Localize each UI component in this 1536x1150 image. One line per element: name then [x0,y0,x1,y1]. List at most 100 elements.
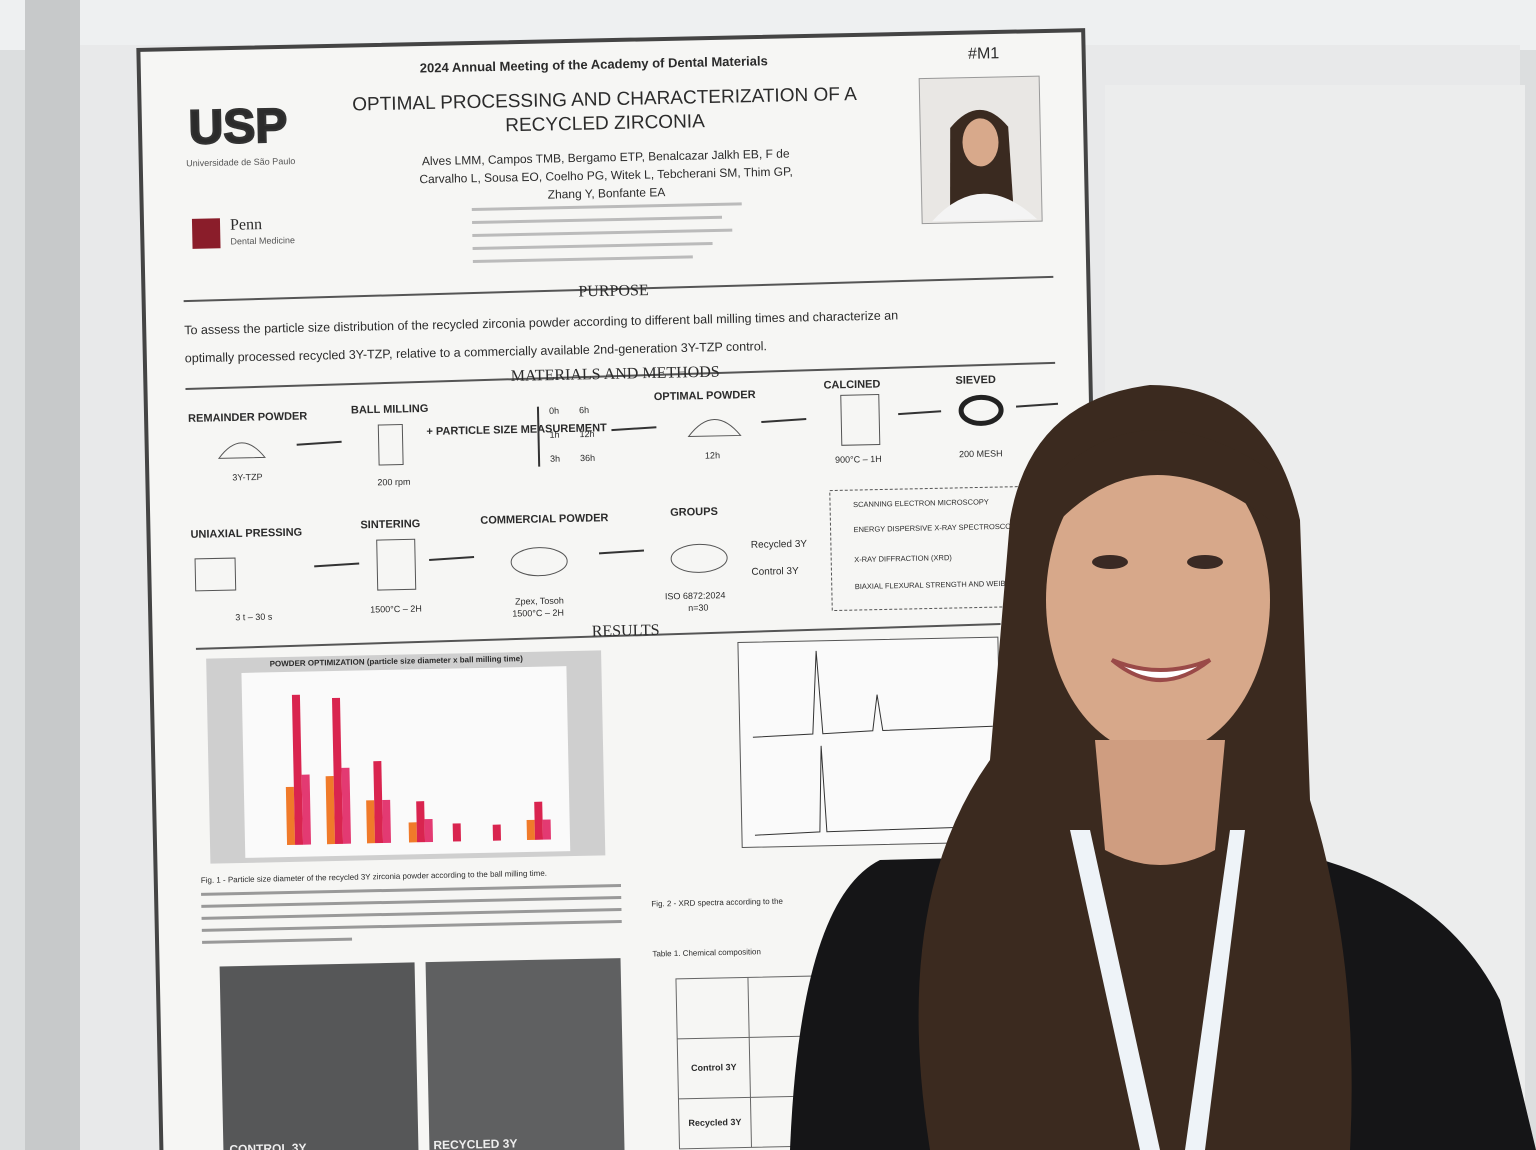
usp-logo: USP [188,100,288,155]
powder-icon [687,419,742,438]
authors-3: Zhang Y, Bonfante EA [548,185,666,201]
label: SCANNING ELECTRON MICROSCOPY [853,497,989,509]
furnace-icon [376,538,417,591]
rule [185,361,1056,391]
press-icon [194,557,237,592]
label: ENERGY DISPERSIVE X-RAY SPECTROSCOPY (ED… [853,521,1044,534]
smile [1110,658,1212,682]
shape [472,241,713,251]
shape [296,440,342,446]
code: #M1 [968,45,1000,63]
neck [1095,740,1225,865]
shape [325,776,336,845]
shape [472,228,733,238]
sem-image [219,962,419,1150]
xrd-trace [754,745,995,836]
fig2-caption: Fig. 2 - XRD spectra according to the [651,897,783,909]
caption-lines [201,884,622,944]
purpose-heading: PURPOSE [578,282,649,300]
shape [285,786,296,846]
shape [598,549,645,555]
step: SINTERING [360,518,420,531]
shape [611,426,657,432]
affiliations [471,202,742,264]
label: 3Y-TZP [232,472,262,483]
penn-shield [191,218,221,249]
disc-icon [670,543,728,573]
label: 12h [705,450,720,460]
sem-label: RECYCLED 3Y [433,1136,517,1150]
label: 1h [549,430,559,440]
lanyard [1185,830,1245,1150]
sem-image [425,958,625,1150]
label: 3 t – 30 s [235,612,273,623]
disc-icon [510,547,568,577]
table-line [747,977,752,1148]
face [1046,445,1270,755]
lanyard [1070,830,1160,1150]
penn: Penn [230,216,262,234]
group: Recycled 3Y [751,539,808,551]
table-caption: Table 1. Chemical composition [652,947,761,958]
fringe [1060,430,1270,520]
powder-icon [217,442,266,459]
shape [416,801,426,843]
label: ISO 6872:2024 [665,590,726,601]
shape [201,896,622,908]
shape [761,418,807,423]
shape [314,562,360,568]
eye [1092,555,1128,569]
sieve-icon [958,394,1004,426]
meeting: 2024 Annual Meeting of the Academy of De… [420,53,768,75]
xrd-trace [752,650,993,738]
step: + PARTICLE SIZE MEASUREMENT [426,422,607,438]
shape [291,694,304,845]
label: 6h [579,405,589,415]
eye [1187,555,1223,569]
table-row: Control 3Y [691,1062,737,1073]
usp-sub: Universidade de São Paulo [186,156,295,168]
step: REMAINDER POWDER [188,410,307,424]
label: 3h [550,454,560,464]
step: SIEVED [955,374,996,387]
label: 12h [579,429,594,439]
label: 36h [580,453,595,463]
sem-label: CONTROL 3Y [229,1141,306,1150]
person [790,385,1536,1150]
shape [201,884,622,896]
shape [452,823,462,842]
shape [471,202,742,212]
shape [1015,402,1059,408]
label: 1500°C – 2H [370,604,422,615]
shape [429,556,475,561]
shape [408,822,418,843]
label: 900°C – 1H [835,454,882,465]
step: BALL MILLING [351,403,429,417]
furnace-icon [840,394,881,446]
step-notes: 3Y-TZP 200 rpm 0h 6h 1h 12h 3h 36h 12h 900°… [232,405,1003,623]
shape [201,908,622,920]
shape [202,937,353,944]
step: COMMERCIAL POWDER [480,512,608,527]
label: n=30 [688,603,708,613]
chart-bars [285,694,552,846]
label: Zpex, Tosoh [515,596,564,607]
pole [25,0,80,1150]
shape [534,801,544,840]
shape [424,818,434,843]
label: 1500°C – 2H [512,608,564,619]
shape [492,824,502,841]
label: 200 rpm [377,477,410,488]
shape [373,761,384,844]
photo-face [962,118,999,167]
label: 0h [549,406,559,416]
label: 200 MESH [959,448,1003,459]
title-2: RECYCLED ZIRCONIA [505,111,705,136]
shape [341,767,352,844]
group: Control 3Y [751,566,799,578]
step: OPTIMAL POWDER [654,389,756,403]
shape [382,799,392,844]
rule [183,275,1054,303]
chart-area [241,666,571,858]
